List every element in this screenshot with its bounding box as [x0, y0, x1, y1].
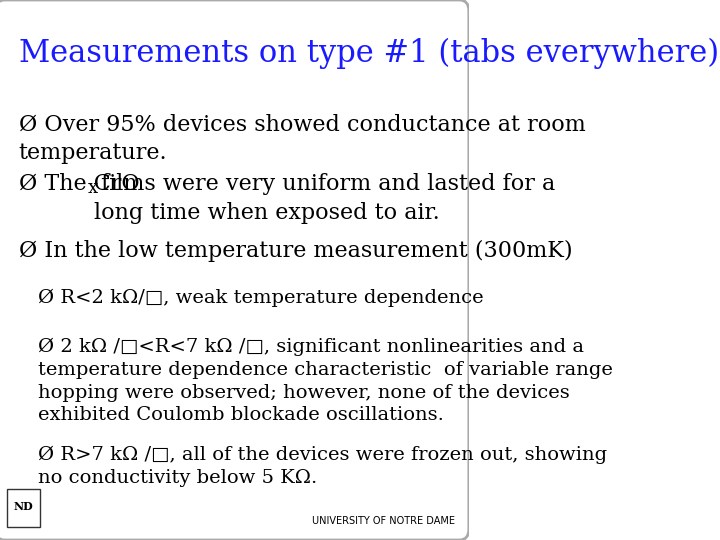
- FancyBboxPatch shape: [0, 0, 469, 540]
- Text: x: x: [88, 179, 98, 197]
- Text: UNIVERSITY OF NOTRE DAME: UNIVERSITY OF NOTRE DAME: [312, 516, 455, 526]
- Text: films were very uniform and lasted for a
long time when exposed to air.: films were very uniform and lasted for a…: [94, 173, 555, 224]
- FancyBboxPatch shape: [7, 489, 40, 526]
- Text: Ø R<2 kΩ/□, weak temperature dependence: Ø R<2 kΩ/□, weak temperature dependence: [37, 289, 483, 307]
- Text: Measurements on type #1 (tabs everywhere) SETs: Measurements on type #1 (tabs everywhere…: [19, 38, 720, 69]
- Text: ND: ND: [14, 501, 33, 512]
- Text: Ø The CrO: Ø The CrO: [19, 173, 140, 195]
- Text: Ø R>7 kΩ /□, all of the devices were frozen out, showing
no conductivity below 5: Ø R>7 kΩ /□, all of the devices were fro…: [37, 446, 607, 487]
- Text: Ø 2 kΩ /□<R<7 kΩ /□, significant nonlinearities and a
temperature dependence cha: Ø 2 kΩ /□<R<7 kΩ /□, significant nonline…: [37, 338, 613, 424]
- Text: Ø Over 95% devices showed conductance at room
temperature.: Ø Over 95% devices showed conductance at…: [19, 113, 585, 164]
- Text: Ø In the low temperature measurement (300mK): Ø In the low temperature measurement (30…: [19, 240, 572, 262]
